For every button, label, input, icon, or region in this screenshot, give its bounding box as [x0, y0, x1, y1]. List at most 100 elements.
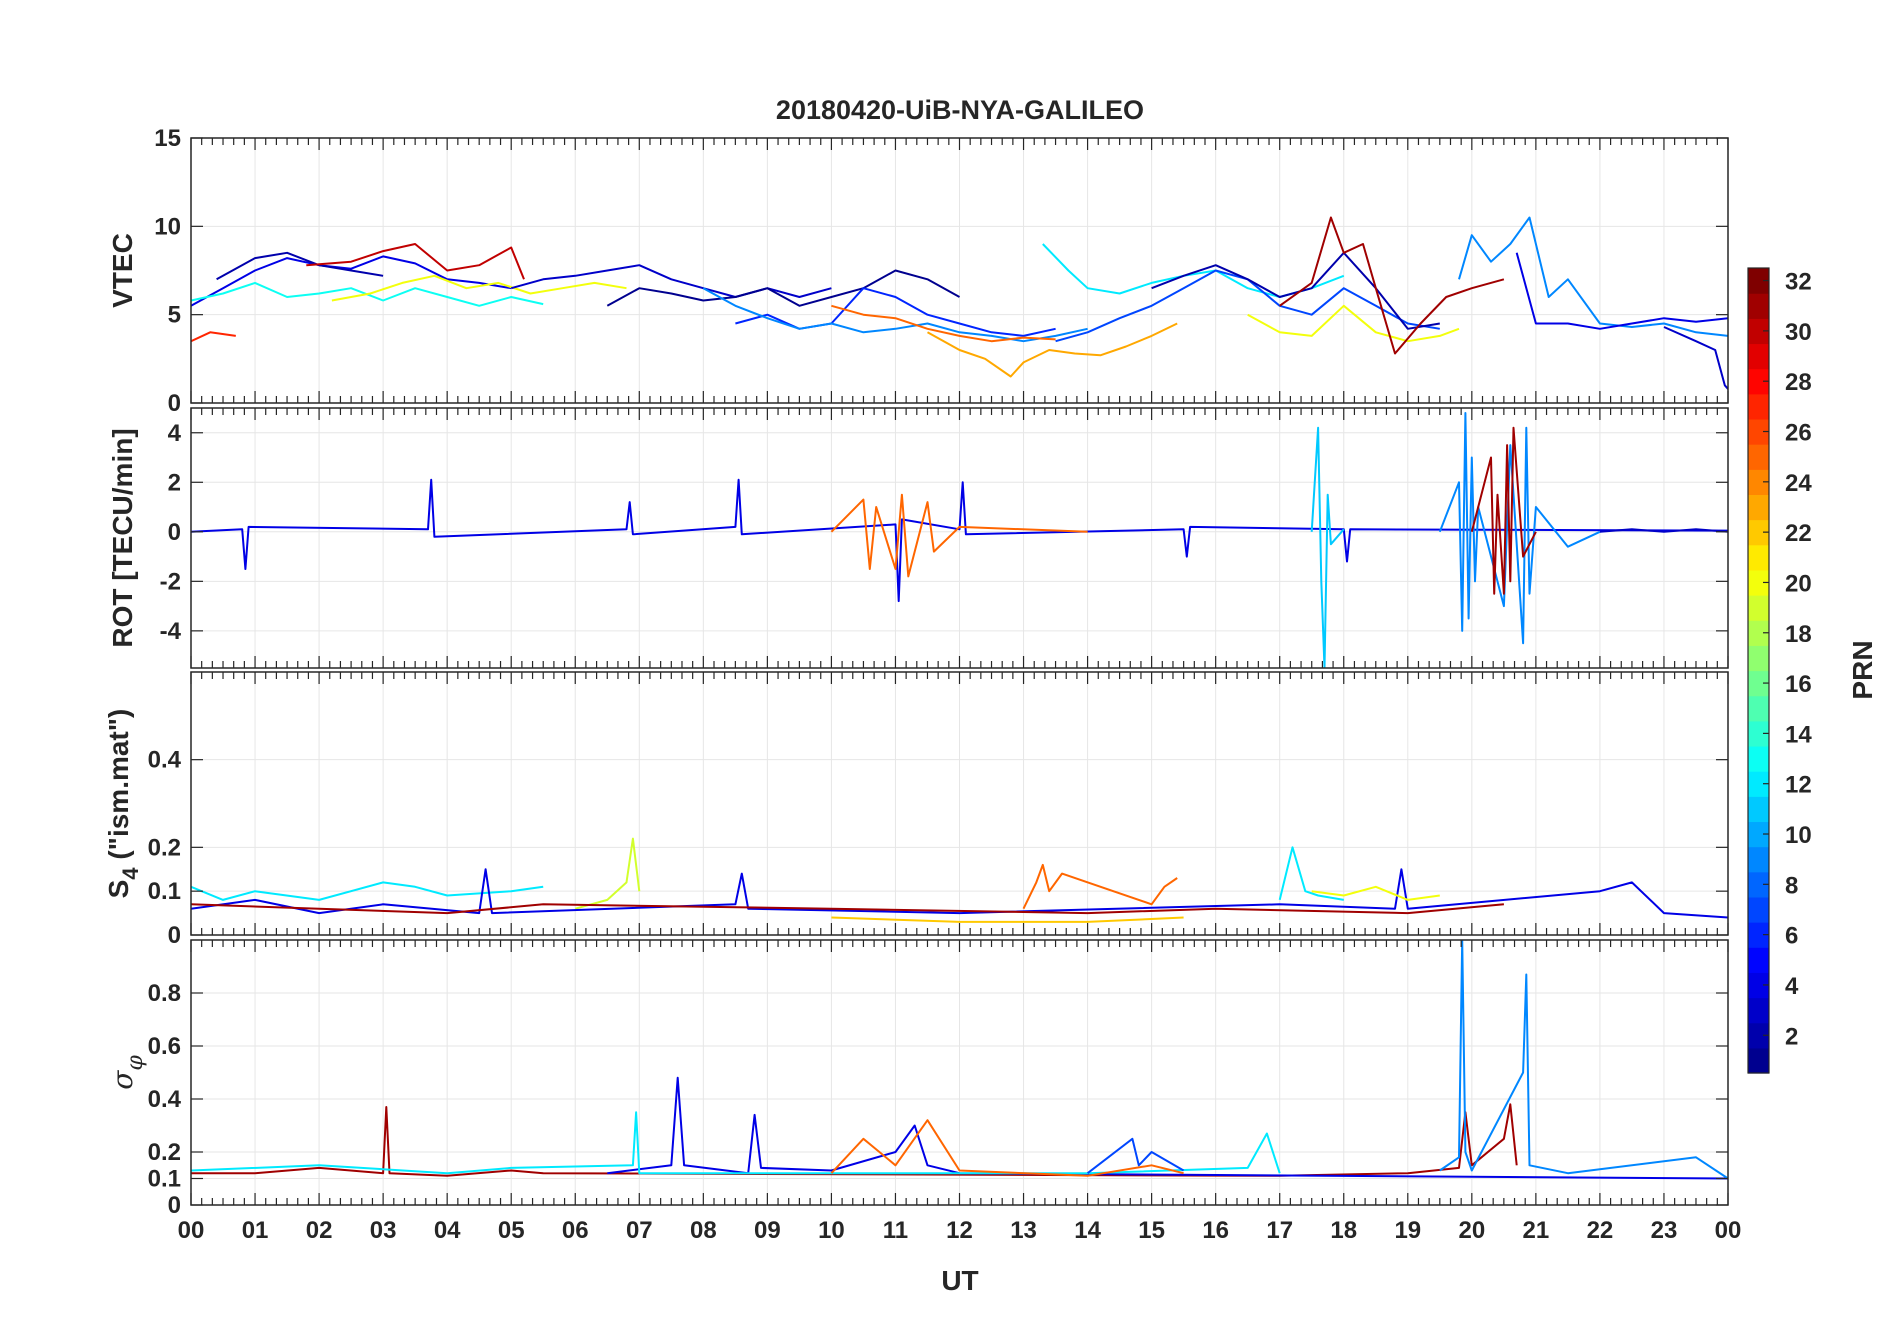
series-line-prn-25	[830, 493, 1088, 578]
x-tick-label: 21	[1523, 1217, 1550, 1244]
series-line-prn-9	[1458, 216, 1728, 337]
series-line-prn-1	[606, 269, 960, 307]
series-line-prn-3	[510, 264, 832, 298]
series-line-prn-31	[191, 1103, 1518, 1177]
y-tick-label: 0	[168, 390, 181, 417]
x-tick-label: 18	[1330, 1217, 1357, 1244]
panel-s4: 0 0.1 0.2 0.4S4 ("ism.mat")	[103, 671, 1729, 949]
colorbar-segment	[1748, 444, 1769, 470]
colorbar-segment	[1748, 720, 1769, 747]
colorbar-segment	[1748, 343, 1769, 370]
x-tick-label: 14	[1074, 1217, 1101, 1244]
colorbar-segment	[1748, 318, 1769, 345]
series-line-prn-11	[1310, 426, 1345, 668]
colorbar-segment	[1748, 268, 1769, 294]
colorbar-segment	[1748, 494, 1769, 521]
series-line-prn-2	[1151, 251, 1440, 330]
x-tick-label: 23	[1651, 1217, 1678, 1244]
y-tick-label: 5	[168, 302, 181, 329]
colorbar-segment	[1748, 469, 1769, 496]
series-line-prn-2	[216, 251, 384, 281]
x-tick-label: 09	[754, 1217, 781, 1244]
y-axis-label: VTEC	[107, 233, 138, 308]
x-tick-label: 08	[690, 1217, 717, 1244]
series-line-prn-20	[1247, 304, 1460, 343]
colorbar-segment	[1748, 670, 1769, 697]
colorbar-segment	[1748, 519, 1769, 546]
colorbar-tick-label: 14	[1785, 721, 1812, 748]
series-group	[191, 940, 1728, 1180]
panel-vtec: 0 5 10 15 VTEC	[107, 125, 1729, 417]
series-line-prn-4	[191, 478, 1728, 603]
series-line-prn-31	[191, 903, 1504, 915]
y-tick-label: 0.2	[148, 1139, 181, 1166]
series-line-prn-4	[191, 868, 1728, 919]
x-tick-label: 17	[1266, 1217, 1293, 1244]
colorbar-segment	[1748, 1022, 1769, 1049]
series-line-prn-9	[1439, 940, 1728, 1180]
series-group	[191, 216, 1728, 390]
x-tick-label: 03	[370, 1217, 397, 1244]
y-axis-label: ROT [TECU/min]	[107, 428, 138, 647]
colorbar-tick-label: 2	[1785, 1023, 1798, 1050]
x-tick-label: 02	[306, 1217, 333, 1244]
axes-box	[190, 137, 1729, 404]
series-line-prn-25	[830, 1119, 1184, 1177]
colorbar-segment	[1748, 393, 1769, 420]
series-line-prn-12	[1278, 846, 1344, 901]
series-line-prn-25	[1022, 863, 1178, 910]
y-tick-label: 0.8	[148, 980, 181, 1007]
series-line-prn-22	[831, 916, 1184, 923]
y-tick-label: 15	[154, 125, 181, 152]
colorbar-segment	[1748, 997, 1769, 1024]
series-line-prn-25	[831, 304, 1056, 343]
x-tick-labels: 00 01 02 03 04 05 06 07 08 09 10 11 12 13 14 15 16 17 18 19…	[178, 1217, 1742, 1244]
axes-box	[190, 671, 1729, 936]
series-line-prn-4	[1515, 252, 1728, 330]
axes-box	[190, 939, 1729, 1206]
colorbar-tick-label: 32	[1785, 269, 1812, 296]
y-tick-label: 0	[168, 922, 181, 949]
y-tick-label: 0.2	[148, 834, 181, 861]
x-tick-label: 01	[242, 1217, 269, 1244]
y-tick-label: 10	[154, 213, 181, 240]
y-tick-label: 0.4	[148, 747, 182, 774]
x-tick-label: 13	[1010, 1217, 1037, 1244]
series-line-prn-4	[191, 255, 512, 307]
colorbar-tick-label: 22	[1785, 520, 1812, 547]
y-tick-label: 0.6	[148, 1033, 181, 1060]
x-tick-label: 05	[498, 1217, 525, 1244]
x-tick-label: 12	[946, 1217, 973, 1244]
colorbar-tick-label: 12	[1785, 772, 1812, 799]
colorbar-segment	[1748, 645, 1769, 672]
series-line-prn-3	[1599, 528, 1728, 533]
y-tick-label: 0	[168, 1192, 181, 1219]
colorbar-tick-label: 4	[1785, 973, 1799, 1000]
x-tick-label: 00	[1715, 1217, 1742, 1244]
colorbar-tick-label: 10	[1785, 822, 1812, 849]
axes-box	[190, 407, 1729, 669]
colorbar-tick-label: 16	[1785, 671, 1812, 698]
colorbar-segment	[1748, 569, 1769, 596]
x-tick-label: 22	[1587, 1217, 1614, 1244]
chart-title: 20180420-UiB-NYA-GALILEO	[776, 95, 1144, 125]
y-tick-label: 0.1	[148, 1166, 181, 1193]
colorbar-segment	[1748, 595, 1769, 621]
series-line-prn-19	[575, 837, 641, 910]
colorbar-tick-label: 30	[1785, 319, 1812, 346]
series-line-prn-20	[1311, 885, 1440, 901]
colorbar-segment	[1748, 1047, 1769, 1074]
series-line-prn-12	[191, 1111, 1281, 1175]
series-line-prn-31	[1470, 426, 1537, 595]
colorbar-segment	[1748, 544, 1769, 571]
y-tick-label: 2	[168, 469, 181, 496]
x-tick-label: 07	[626, 1217, 653, 1244]
colorbar-segment	[1748, 846, 1769, 873]
y-axis-label: σφ	[106, 1055, 148, 1090]
x-tick-label: 10	[818, 1217, 845, 1244]
x-tick-label: 00	[178, 1217, 205, 1244]
colorbar-tick-label: 8	[1785, 872, 1798, 899]
colorbar-segment	[1748, 796, 1769, 823]
